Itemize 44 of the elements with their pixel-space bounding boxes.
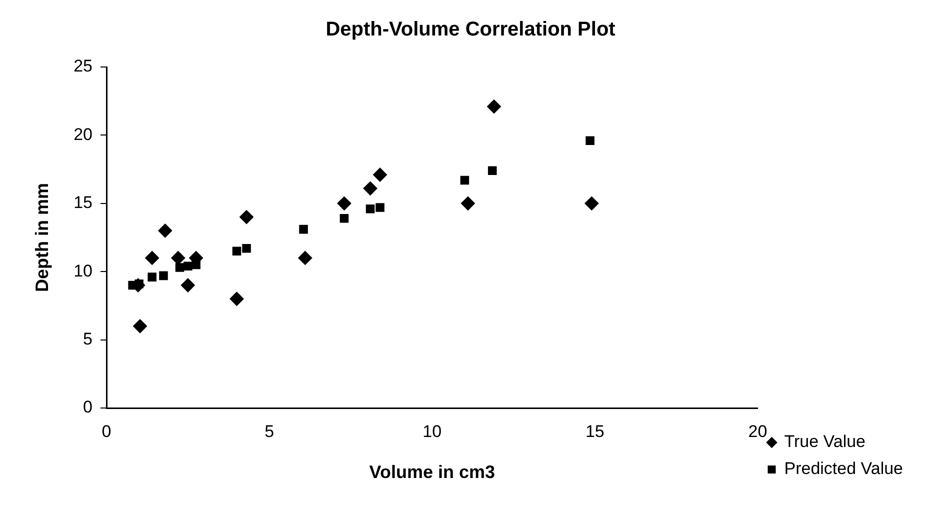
point xyxy=(171,250,186,265)
x-axis-title: Volume in cm3 xyxy=(369,462,495,482)
y-tick-label: 20 xyxy=(74,124,93,144)
point xyxy=(133,319,148,334)
x-tick-label: 0 xyxy=(102,422,112,441)
point xyxy=(175,263,184,272)
point xyxy=(373,168,388,182)
point xyxy=(584,196,599,210)
y-tick-label: 25 xyxy=(74,56,93,76)
point xyxy=(192,260,200,270)
point xyxy=(460,196,475,210)
y-tick-label: 5 xyxy=(83,329,93,348)
point xyxy=(486,100,501,114)
x-tick-label: 5 xyxy=(264,422,274,441)
y-axis-title: Depth in mm xyxy=(32,182,52,292)
legend-label: Predicted Value xyxy=(784,459,904,478)
point xyxy=(158,224,172,238)
point xyxy=(159,271,168,280)
point xyxy=(376,203,384,212)
legend-label: True Value xyxy=(784,432,866,452)
point xyxy=(488,166,497,176)
y-tick-label: 10 xyxy=(74,261,93,280)
point xyxy=(242,244,251,253)
point xyxy=(337,196,352,210)
point xyxy=(148,272,156,282)
point xyxy=(230,292,244,306)
point xyxy=(460,176,470,185)
point xyxy=(298,250,312,265)
point xyxy=(340,214,349,223)
point xyxy=(586,136,594,146)
x-tick-label: 15 xyxy=(585,422,604,441)
x-tick-label: 20 xyxy=(748,422,768,441)
point xyxy=(299,224,308,234)
point xyxy=(145,250,160,265)
point xyxy=(363,181,378,196)
point xyxy=(232,246,242,256)
chart-title: Depth-Volume Correlation Plot xyxy=(326,18,616,41)
x-tick-label: 10 xyxy=(422,422,442,441)
point xyxy=(184,262,192,271)
point xyxy=(240,210,254,224)
point xyxy=(366,204,375,214)
y-tick-label: 0 xyxy=(83,398,93,417)
point xyxy=(180,278,195,292)
y-tick-label: 15 xyxy=(74,193,93,212)
